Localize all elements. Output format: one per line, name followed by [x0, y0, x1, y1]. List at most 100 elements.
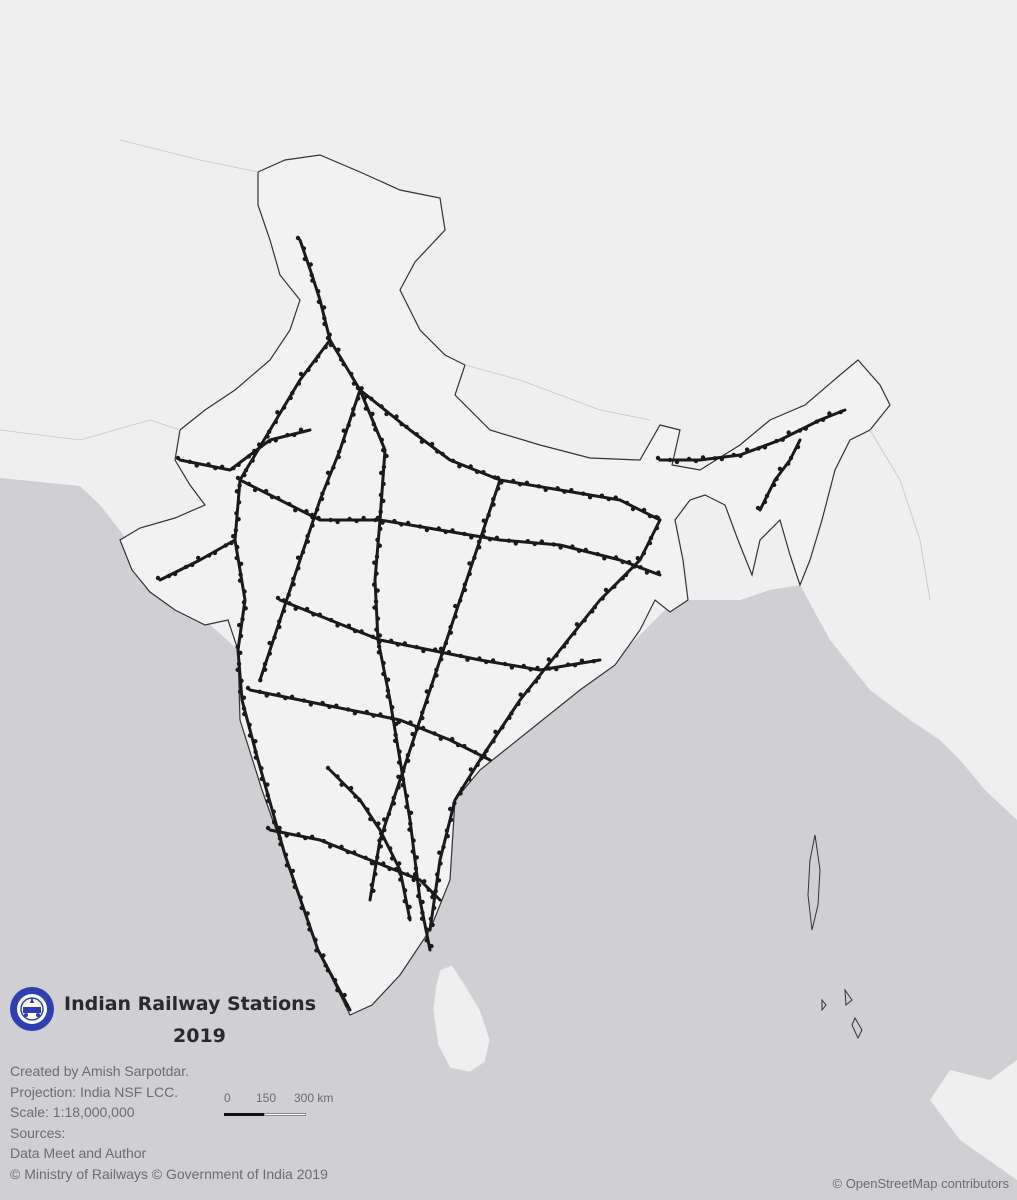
station-dot [574, 622, 580, 627]
station-dot [375, 616, 381, 621]
station-dot [308, 262, 313, 267]
station-dot [236, 661, 242, 666]
station-dot [465, 657, 470, 662]
station-dot [315, 507, 320, 512]
station-dot [332, 978, 338, 983]
station-dot [296, 832, 301, 837]
station-dot [786, 430, 791, 435]
scale-label-0: 0 [224, 1091, 231, 1105]
station-dot [298, 371, 304, 377]
station-dot [426, 887, 431, 892]
station-dot [400, 782, 405, 788]
station-dot [283, 695, 288, 701]
station-dot [444, 828, 450, 833]
station-dot [738, 453, 743, 458]
station-dot [293, 606, 298, 611]
station-dot [599, 493, 605, 498]
station-dot [362, 396, 367, 401]
station-dot [243, 468, 249, 473]
station-dot [295, 555, 301, 560]
scale-label-300: 300 km [294, 1091, 334, 1105]
station-dot [242, 472, 247, 478]
station-dot [399, 522, 404, 527]
station-dot [234, 511, 239, 516]
station-dot [264, 693, 269, 698]
station-dot [382, 817, 387, 822]
station-dot [335, 519, 340, 525]
station-dot [235, 544, 240, 550]
station-dot [524, 480, 530, 485]
station-dot [327, 704, 332, 710]
station-dot [339, 844, 344, 849]
station-dot [295, 235, 301, 241]
station-dot [448, 817, 454, 822]
station-dot [378, 844, 383, 849]
station-dot [194, 463, 199, 468]
station-dot [431, 905, 437, 911]
station-dot [304, 606, 310, 612]
station-dot [414, 855, 419, 860]
station-dot [543, 487, 548, 492]
station-dot [267, 439, 272, 444]
station-dot [296, 381, 302, 386]
station-dot [472, 555, 477, 560]
station-dot [223, 543, 228, 548]
station-dot [606, 496, 611, 502]
station-dot [644, 570, 650, 575]
station-dot [190, 562, 195, 568]
station-dot [445, 834, 450, 839]
station-dot [774, 438, 779, 444]
station-dot [298, 895, 303, 900]
station-dot [236, 462, 241, 467]
station-dot [376, 650, 382, 655]
station-dot [309, 834, 315, 839]
station-dot [429, 943, 434, 949]
station-dot [407, 904, 412, 910]
station-dot [462, 743, 467, 749]
station-dot [363, 406, 369, 411]
station-dot [404, 424, 409, 430]
station-dot [235, 644, 240, 650]
station-dot [499, 480, 504, 485]
station-dot [516, 701, 521, 707]
station-dot [453, 614, 458, 619]
station-dot [579, 658, 585, 663]
station-dot [755, 505, 761, 511]
station-dot [613, 555, 619, 560]
station-dot [408, 821, 413, 826]
station-dot [535, 665, 540, 671]
station-dot [325, 968, 331, 973]
station-dot [236, 517, 241, 522]
station-dot [320, 700, 325, 706]
station-dot [237, 483, 242, 488]
station-dot [620, 576, 625, 581]
station-dot [414, 432, 419, 437]
station-dot [166, 573, 172, 579]
station-dot [392, 518, 397, 524]
station-dot [352, 850, 357, 855]
station-dot [213, 465, 218, 471]
station-dot [562, 489, 567, 494]
station-dot [430, 890, 436, 896]
scale-label-150: 150 [256, 1091, 277, 1105]
station-dot [443, 641, 449, 646]
station-dot [481, 470, 486, 475]
station-dot [351, 406, 356, 412]
station-dot [405, 520, 411, 526]
station-dot [286, 592, 291, 597]
station-dot [430, 922, 435, 928]
station-dot [764, 493, 770, 499]
station-dot [410, 849, 415, 854]
station-dot [487, 537, 493, 542]
station-dot [473, 750, 478, 755]
station-dot [346, 623, 352, 628]
station-dot [397, 749, 402, 754]
station-dot [450, 736, 455, 742]
station-dot [357, 797, 362, 803]
station-dot [259, 766, 264, 771]
station-dot [656, 570, 661, 575]
station-dot [450, 528, 455, 533]
station-dot [439, 651, 445, 656]
station-dot [448, 624, 453, 630]
station-dot [281, 405, 287, 410]
